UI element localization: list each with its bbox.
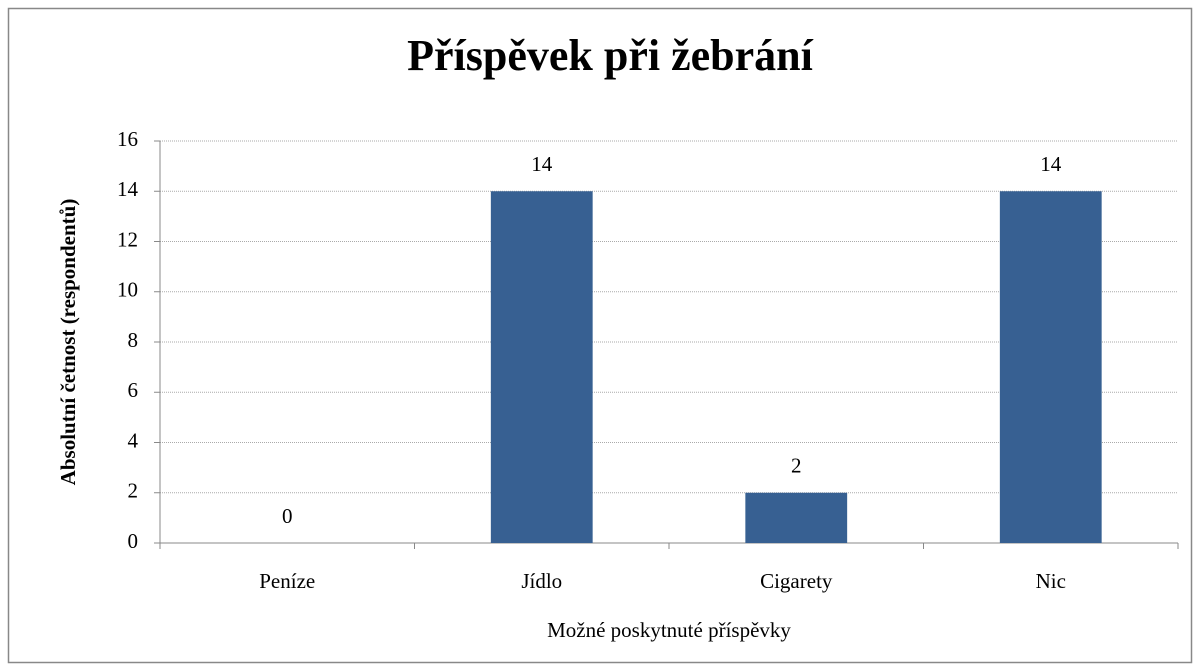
y-axis-title: Absolutní četnost (respondentů) bbox=[56, 199, 80, 486]
y-tick-label: 2 bbox=[128, 479, 139, 503]
y-tick-label: 6 bbox=[128, 378, 139, 402]
x-tick-label: Peníze bbox=[259, 569, 315, 593]
data-label: 14 bbox=[531, 152, 553, 176]
y-tick-label: 12 bbox=[117, 227, 138, 251]
bar bbox=[999, 191, 1102, 543]
x-tick-label: Jídlo bbox=[521, 569, 562, 593]
y-tick-label: 0 bbox=[128, 529, 139, 553]
y-tick-label: 4 bbox=[128, 428, 139, 452]
x-axis-title: Možné poskytnuté příspěvky bbox=[547, 618, 791, 642]
data-label: 14 bbox=[1040, 152, 1062, 176]
x-tick-label: Cigarety bbox=[760, 569, 833, 593]
data-label: 2 bbox=[791, 454, 802, 478]
bar bbox=[490, 191, 593, 543]
chart-title: Příspěvek při žebrání bbox=[407, 31, 814, 80]
chart-border bbox=[7, 7, 1193, 664]
y-tick-label: 10 bbox=[117, 278, 138, 302]
data-label: 0 bbox=[282, 504, 293, 528]
y-tick-label: 8 bbox=[128, 328, 139, 352]
bar bbox=[745, 492, 848, 543]
x-tick-label: Nic bbox=[1036, 569, 1066, 593]
y-tick-label: 14 bbox=[117, 177, 139, 201]
y-tick-label: 16 bbox=[117, 127, 138, 151]
